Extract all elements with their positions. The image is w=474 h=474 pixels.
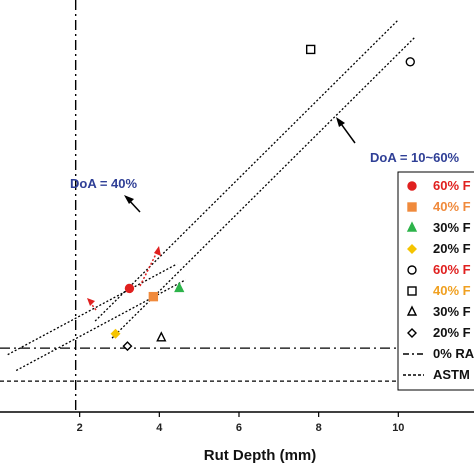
legend-marker-4 bbox=[407, 265, 417, 275]
red-shift-arrow-upper bbox=[139, 249, 159, 287]
doa-10-60-annotation: DoA = 10~60% bbox=[370, 150, 460, 165]
x-tick-label-6: 6 bbox=[236, 422, 242, 434]
doa-wide-band-lower-line bbox=[94, 19, 399, 322]
data-point-2-0 bbox=[174, 281, 185, 293]
x-tick-label-2: 2 bbox=[77, 422, 83, 434]
legend: 60% F 40% F 30% F 20% F 60% F 40% F 30% F 20% F… bbox=[397, 171, 474, 391]
legend-label-astm: ASTM bbox=[433, 367, 470, 382]
doa-wide-band bbox=[94, 19, 416, 339]
legend-label-6: 30% F bbox=[433, 304, 471, 319]
data-point-1-0 bbox=[148, 291, 159, 302]
legend-marker-3 bbox=[407, 244, 417, 254]
data-point-0-0 bbox=[124, 283, 135, 294]
x-tick-label-10: 10 bbox=[392, 422, 404, 434]
red-shift-arrowhead-upper bbox=[154, 246, 161, 256]
doa-40-arrowhead bbox=[124, 195, 134, 204]
legend-label-1: 40% F bbox=[433, 199, 471, 214]
doa-narrow-band-upper-line bbox=[15, 279, 186, 372]
legend-marker-7 bbox=[407, 328, 417, 338]
legend-label-4: 60% F bbox=[433, 262, 471, 277]
doa-40-annotation: DoA = 40% bbox=[70, 176, 138, 191]
legend-label-7: 20% F bbox=[433, 325, 471, 340]
legend-label-3: 20% F bbox=[433, 241, 471, 256]
legend-marker-2 bbox=[406, 221, 418, 232]
data-point-6-0 bbox=[156, 331, 167, 342]
data-points bbox=[110, 44, 415, 352]
x-tick-label-4: 4 bbox=[156, 422, 163, 434]
legend-label-0: 60% F bbox=[433, 178, 471, 193]
doa-narrow-band-lower-line bbox=[7, 263, 178, 356]
doa-10-60-arrowhead bbox=[336, 117, 345, 127]
legend-marker-0 bbox=[407, 181, 417, 191]
legend-label-5: 40% F bbox=[433, 283, 471, 298]
legend-label-2: 30% F bbox=[433, 220, 471, 235]
data-point-3-0 bbox=[110, 328, 121, 339]
legend-marker-1 bbox=[407, 202, 417, 212]
legend-marker-6 bbox=[406, 305, 418, 316]
legend-label-zero-ra: 0% RA bbox=[433, 346, 474, 361]
x-tick-label-8: 8 bbox=[316, 422, 322, 434]
legend-marker-5 bbox=[407, 286, 417, 296]
x-tick-group: 2 4 6 8 10 bbox=[77, 412, 404, 434]
red-shift-arrowhead-lower bbox=[87, 298, 95, 306]
x-axis-label: Rut Depth (mm) bbox=[204, 447, 317, 464]
data-point-4-0 bbox=[405, 57, 415, 67]
annotation-arrows bbox=[87, 117, 356, 311]
doa-narrow-band bbox=[7, 263, 186, 372]
doa-wide-band-upper-line bbox=[111, 36, 416, 339]
data-point-5-0 bbox=[305, 44, 316, 55]
data-point-7-0 bbox=[122, 341, 133, 352]
